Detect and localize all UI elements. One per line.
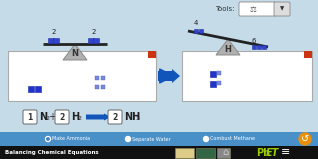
FancyBboxPatch shape	[93, 38, 99, 43]
FancyBboxPatch shape	[217, 71, 221, 75]
Text: N: N	[39, 111, 47, 121]
FancyBboxPatch shape	[23, 110, 37, 124]
Text: 3: 3	[136, 117, 140, 121]
Text: 2: 2	[45, 117, 49, 121]
FancyBboxPatch shape	[257, 45, 261, 49]
FancyBboxPatch shape	[217, 148, 230, 158]
FancyBboxPatch shape	[304, 51, 312, 58]
Circle shape	[204, 136, 209, 142]
Text: H: H	[225, 45, 232, 53]
FancyBboxPatch shape	[194, 29, 198, 33]
FancyBboxPatch shape	[88, 38, 94, 43]
FancyArrow shape	[86, 114, 111, 121]
Text: NH: NH	[124, 111, 140, 121]
Text: 2: 2	[112, 113, 118, 121]
Circle shape	[299, 133, 311, 145]
Text: Separate Water: Separate Water	[132, 136, 171, 142]
FancyBboxPatch shape	[199, 29, 203, 33]
Text: ⚖: ⚖	[250, 4, 256, 14]
FancyBboxPatch shape	[95, 76, 99, 80]
FancyBboxPatch shape	[252, 45, 256, 49]
FancyBboxPatch shape	[0, 132, 318, 146]
Text: 2: 2	[59, 113, 65, 121]
Text: Tools:: Tools:	[215, 6, 234, 12]
Text: 2: 2	[77, 117, 81, 121]
FancyBboxPatch shape	[28, 86, 34, 92]
Text: 1: 1	[27, 113, 33, 121]
FancyBboxPatch shape	[101, 76, 105, 80]
Circle shape	[126, 136, 130, 142]
Text: ET: ET	[266, 148, 279, 158]
FancyBboxPatch shape	[53, 38, 59, 43]
FancyBboxPatch shape	[8, 51, 156, 101]
FancyBboxPatch shape	[108, 110, 122, 124]
Circle shape	[45, 136, 51, 142]
FancyBboxPatch shape	[210, 81, 216, 87]
Text: H: H	[71, 111, 79, 121]
FancyBboxPatch shape	[175, 148, 193, 158]
Text: 2: 2	[92, 29, 96, 35]
Text: 2: 2	[52, 29, 56, 35]
FancyBboxPatch shape	[35, 86, 41, 92]
FancyBboxPatch shape	[274, 2, 290, 16]
FancyBboxPatch shape	[0, 146, 318, 159]
Text: Balancing Chemical Equations: Balancing Chemical Equations	[5, 150, 99, 155]
FancyBboxPatch shape	[148, 51, 156, 58]
FancyBboxPatch shape	[48, 38, 54, 43]
Circle shape	[47, 138, 49, 140]
Text: N: N	[72, 49, 79, 59]
FancyBboxPatch shape	[217, 81, 221, 85]
Text: Ph: Ph	[256, 148, 270, 158]
Polygon shape	[216, 39, 240, 55]
FancyBboxPatch shape	[239, 2, 276, 16]
Text: ⌂: ⌂	[222, 147, 228, 157]
FancyBboxPatch shape	[55, 110, 69, 124]
Text: 4: 4	[194, 20, 198, 26]
Text: Combust Methane: Combust Methane	[210, 136, 255, 142]
Text: ≡: ≡	[281, 148, 290, 158]
Text: ↺: ↺	[301, 134, 309, 144]
FancyBboxPatch shape	[196, 148, 215, 158]
FancyArrow shape	[158, 69, 180, 83]
Text: Make Ammonia: Make Ammonia	[52, 136, 90, 142]
FancyBboxPatch shape	[262, 45, 266, 49]
Text: ▼: ▼	[280, 7, 284, 11]
Text: 6: 6	[252, 38, 256, 44]
FancyBboxPatch shape	[210, 71, 216, 77]
FancyBboxPatch shape	[182, 51, 312, 101]
FancyBboxPatch shape	[95, 85, 99, 89]
Polygon shape	[63, 44, 87, 60]
Text: +: +	[48, 112, 56, 122]
FancyBboxPatch shape	[101, 85, 105, 89]
